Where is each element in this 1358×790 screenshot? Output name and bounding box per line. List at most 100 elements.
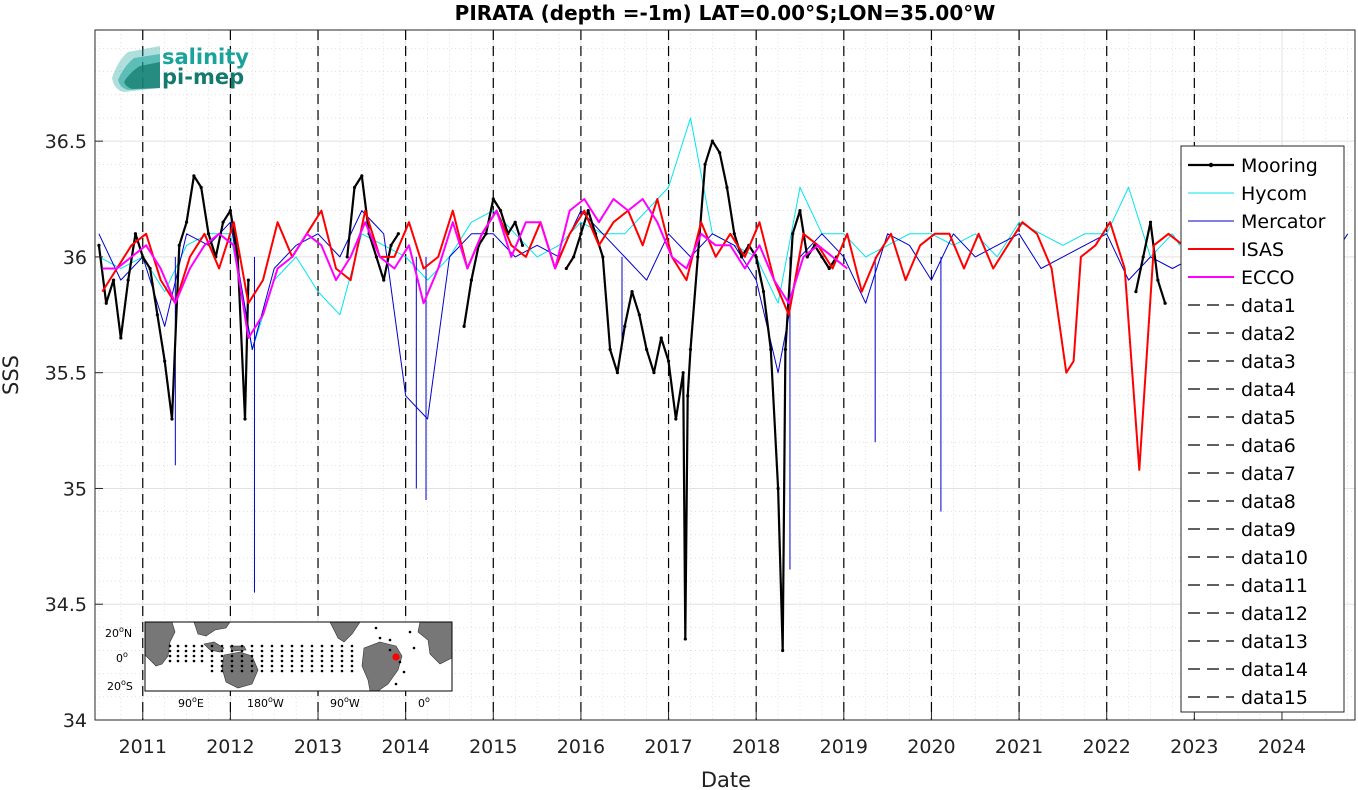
inset-buoy-dot bbox=[402, 670, 406, 674]
inset-buoy-dot bbox=[168, 654, 172, 658]
inset-buoy-dot bbox=[270, 649, 274, 653]
data-point-mooring bbox=[206, 232, 211, 236]
inset-buoy-dot bbox=[320, 669, 324, 673]
inset-buoy-dot bbox=[176, 644, 180, 648]
inset-frame bbox=[144, 621, 453, 692]
inset-buoy-dot bbox=[350, 664, 354, 668]
inset-buoy-dot bbox=[320, 649, 324, 653]
data-point-mooring bbox=[163, 359, 167, 363]
inset-buoy-dot bbox=[310, 659, 314, 663]
inset-buoy-dot bbox=[240, 644, 244, 648]
legend-label-mooring: Mooring bbox=[1241, 155, 1318, 177]
data-point-mooring bbox=[659, 336, 663, 340]
inset-buoy-dot bbox=[290, 654, 294, 658]
data-point-mooring bbox=[798, 209, 802, 213]
data-point-mooring bbox=[119, 336, 123, 340]
inset-buoy-dot bbox=[220, 654, 224, 658]
legend-label-data6: data6 bbox=[1241, 435, 1296, 457]
inset-buoy-dot bbox=[290, 644, 294, 648]
data-point-mooring bbox=[484, 232, 488, 236]
inset-buoy-dot bbox=[310, 644, 314, 648]
data-point-mooring bbox=[520, 243, 525, 247]
inset-ocean bbox=[145, 622, 452, 691]
inset-buoy-dot bbox=[350, 654, 354, 658]
series-line-hycom bbox=[98, 117, 1181, 350]
inset-buoy-dot bbox=[184, 659, 188, 663]
data-point-mooring bbox=[1134, 290, 1138, 294]
inset-buoy-dot bbox=[260, 644, 264, 648]
inset-buoy-dot bbox=[220, 669, 224, 673]
data-point-mooring bbox=[666, 359, 671, 363]
inset-buoy-dot bbox=[330, 654, 334, 658]
salinity-pi-mep-logo: salinity pi-mep bbox=[112, 45, 249, 92]
legend-label-data4: data4 bbox=[1241, 379, 1296, 401]
data-point-mooring bbox=[652, 371, 656, 375]
y-tick-label: 36.5 bbox=[45, 131, 87, 153]
inset-lon-90e-value: 90 bbox=[178, 697, 192, 710]
inset-buoy-dot bbox=[250, 649, 254, 653]
data-point-mooring bbox=[491, 197, 495, 201]
legend-label-data8: data8 bbox=[1241, 491, 1296, 513]
inset-buoy-dot bbox=[388, 648, 392, 652]
data-point-mooring bbox=[608, 347, 612, 352]
inset-buoy-dot bbox=[398, 660, 402, 664]
data-point-mooring bbox=[352, 185, 357, 190]
x-tick-label: 2019 bbox=[820, 736, 868, 758]
inset-land-south-america bbox=[361, 641, 403, 692]
data-point-mooring bbox=[637, 313, 641, 317]
inset-buoy-dot bbox=[310, 669, 314, 673]
inset-buoy-dot bbox=[408, 630, 412, 634]
legend-label-mercator: Mercator bbox=[1241, 211, 1326, 233]
data-point-mooring bbox=[688, 347, 693, 352]
legend-label-data7: data7 bbox=[1241, 463, 1296, 485]
inset-buoy-dot bbox=[340, 654, 344, 658]
inset-buoy-dot bbox=[240, 649, 244, 653]
inset-buoy-dot bbox=[330, 659, 334, 663]
data-point-mooring bbox=[126, 278, 130, 282]
inset-lon-90w: 90oW bbox=[330, 695, 360, 710]
x-tick-label: 2015 bbox=[469, 736, 517, 758]
plot-frame bbox=[94, 29, 1356, 721]
inset-buoy-dot bbox=[340, 659, 344, 663]
data-point-mooring bbox=[761, 290, 766, 294]
series-line-ecco bbox=[102, 198, 848, 339]
data-point-mooring bbox=[725, 185, 729, 190]
inset-buoy-dot bbox=[300, 659, 304, 663]
inset-buoy-dot bbox=[240, 664, 244, 668]
inset-buoy-dot bbox=[250, 644, 254, 648]
inset-buoy-dot bbox=[270, 659, 274, 663]
inset-buoy-dot bbox=[260, 659, 264, 663]
legend-label-ecco: ECCO bbox=[1241, 267, 1295, 289]
inset-buoy-dot bbox=[210, 664, 214, 668]
inset-lat-20s-value: 20 bbox=[107, 680, 121, 693]
data-point-mooring bbox=[732, 232, 736, 236]
data-point-mooring bbox=[498, 209, 503, 213]
data-point-mooring bbox=[681, 371, 685, 375]
inset-buoy-dot bbox=[240, 654, 244, 658]
y-tick-label: 34.5 bbox=[45, 594, 87, 616]
inset-buoy-dot bbox=[192, 659, 196, 663]
data-point-mooring bbox=[184, 220, 189, 224]
inset-buoy-dot bbox=[300, 669, 304, 673]
data-point-mooring bbox=[579, 232, 583, 236]
inset-buoy-dot bbox=[210, 649, 214, 653]
inset-buoy-dot bbox=[210, 644, 214, 648]
data-point-mooring bbox=[776, 486, 780, 491]
data-point-mooring bbox=[236, 255, 240, 259]
inset-buoy-dot bbox=[280, 664, 284, 668]
x-axis-label: Date bbox=[701, 768, 751, 790]
inset-lon-90e: 90oE bbox=[178, 695, 204, 710]
inset-buoy-dot bbox=[340, 664, 344, 668]
legend-label-data9: data9 bbox=[1241, 519, 1296, 541]
inset-buoy-dot bbox=[168, 644, 172, 648]
inset-buoy-dot bbox=[350, 669, 354, 673]
inset-buoy-dot bbox=[378, 636, 382, 640]
data-point-mooring bbox=[396, 232, 400, 236]
axis-ticks: 34 34.5 35 35.5 36 36.5 2011 2012 2013 2014 2015 20… bbox=[45, 131, 1306, 758]
inset-buoy-dot bbox=[290, 659, 294, 663]
data-point-mooring bbox=[155, 313, 159, 317]
data-point-mooring bbox=[696, 255, 700, 259]
inset-buoy-dot bbox=[340, 644, 344, 648]
data-point-mooring bbox=[374, 255, 379, 259]
data-point-mooring bbox=[228, 209, 232, 213]
